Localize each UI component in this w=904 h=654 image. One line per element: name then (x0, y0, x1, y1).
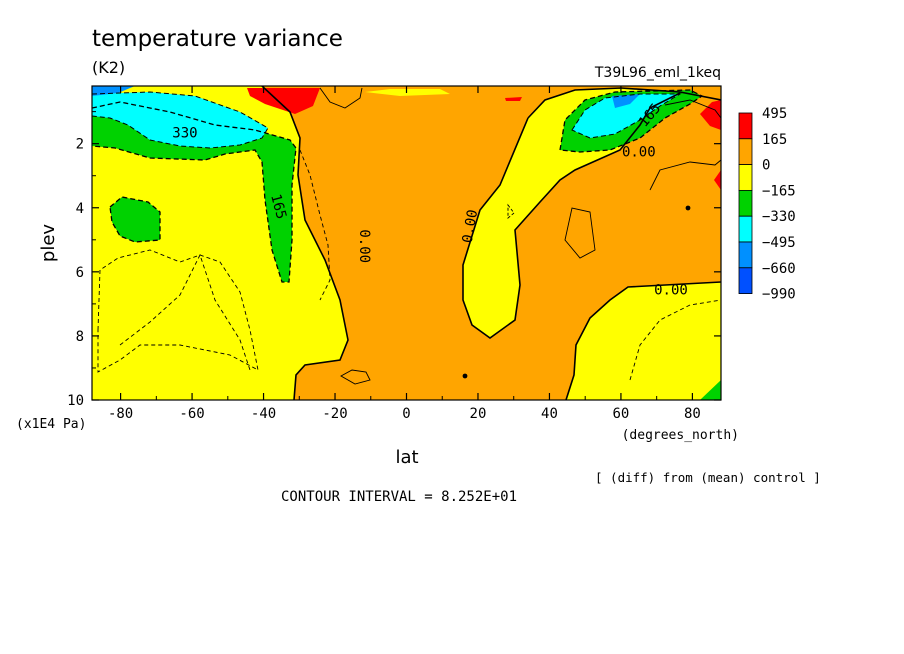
x-tick-label: -20 (322, 406, 347, 422)
contour-zero-lower (565, 281, 721, 400)
contour-thin-top (319, 87, 363, 109)
field-region-green-island (110, 197, 160, 242)
contour-negative-left (92, 101, 297, 283)
contour-thin-right-1 (649, 159, 721, 191)
x-tick-label: 60 (613, 406, 630, 422)
colorbar-swatch (738, 138, 753, 166)
contour-dashed-mid (299, 149, 331, 301)
colorbar-swatch (738, 267, 753, 294)
colorbar-swatch (738, 215, 753, 243)
contour-negative-right (559, 89, 704, 153)
colorbar-swatch (738, 241, 753, 269)
contour-dashed-left-center (119, 253, 251, 371)
contour-thin-right-3 (664, 99, 721, 119)
chart-title: temperature variance (92, 26, 343, 52)
contour-zero-right (462, 87, 721, 339)
contour-label: 0.00 (356, 229, 372, 263)
colorbar-label: −660 (762, 261, 796, 277)
chart-units: (K2) (92, 58, 125, 77)
contour-zero-left (261, 86, 349, 400)
contour-lines (92, 86, 721, 400)
x-tick-label: 40 (541, 406, 558, 422)
run-label: T39L96_eml_1keq (594, 65, 721, 81)
colorbar-label: 0 (762, 158, 770, 174)
contour-dashed-right-interior (629, 299, 721, 381)
contour-label: 165 (267, 192, 289, 221)
colorbar-label: 165 (762, 132, 787, 148)
field-region-red-left (247, 88, 320, 114)
contour-dashed-left-interior (97, 249, 259, 373)
contour-label: 0.00 (460, 208, 482, 244)
field-region-green-left (92, 102, 296, 282)
contour-negative-cyan-right (571, 93, 682, 139)
x-tick-label: 20 (470, 406, 487, 422)
y-axis-units: (x1E4 Pa) (16, 417, 86, 432)
field-region-blue-right (612, 94, 640, 108)
x-tick-label: -60 (179, 406, 204, 422)
field-region-green-corner (700, 380, 721, 400)
colorbar-swatch (738, 164, 753, 191)
x-tick-label: -80 (108, 406, 133, 422)
field-region-red-top-small (505, 97, 522, 101)
x-axis-units: (degrees_north) (622, 428, 739, 443)
contour-label: 0.00 (622, 144, 656, 160)
colorbar-label: −330 (762, 209, 796, 225)
field-region-red-right-small (714, 170, 721, 190)
x-tick-label: 80 (684, 406, 701, 422)
y-tick-label: 2 (76, 137, 84, 153)
contour-thin-right-2 (564, 207, 596, 259)
colorbar-label: −495 (762, 235, 796, 251)
contour-dot-2 (685, 205, 691, 211)
field-region-cyan-left (92, 92, 268, 148)
contour-field (92, 86, 721, 400)
contour-dot-1 (462, 373, 468, 379)
field-region-cyan-right (572, 94, 680, 138)
field-region-yellow-right (463, 88, 721, 400)
contour-thin-center (340, 369, 371, 385)
colorbar-swatch (738, 112, 753, 140)
x-tick-label: -40 (251, 406, 276, 422)
colorbar-label: −165 (762, 183, 796, 199)
contour-dashed-right-small (507, 203, 515, 219)
colorbar-label: 495 (762, 106, 787, 122)
field-region-yellow-top (365, 89, 450, 96)
colorbar-label: −990 (762, 287, 796, 303)
y-tick-label: 8 (76, 329, 84, 345)
colorbar-swatch (738, 189, 753, 217)
y-tick-label: 10 (67, 393, 84, 409)
contour-negative-cyan-left (92, 91, 269, 149)
contour-interval: CONTOUR INTERVAL = 8.252E+01 (281, 489, 517, 505)
field-region-red-right (700, 100, 721, 130)
x-axis: -80 -60 -40 -20 0 20 40 60 80 (108, 86, 701, 422)
colorbar: 495 165 0 −165 −330 −495 −660 −990 (738, 106, 796, 303)
contour-label: 330 (172, 125, 197, 141)
y-tick-label: 4 (76, 201, 84, 217)
y-axis: 2 4 6 8 10 (67, 111, 721, 409)
y-axis-title: plev (38, 224, 59, 263)
diff-note: [ (diff) from (mean) control ] (595, 470, 821, 485)
x-axis-title: lat (395, 447, 418, 468)
x-tick-label: 0 (402, 406, 410, 422)
y-tick-label: 6 (76, 265, 84, 281)
contour-label: 0.00 (654, 282, 688, 298)
contour-negative-island (109, 196, 161, 243)
